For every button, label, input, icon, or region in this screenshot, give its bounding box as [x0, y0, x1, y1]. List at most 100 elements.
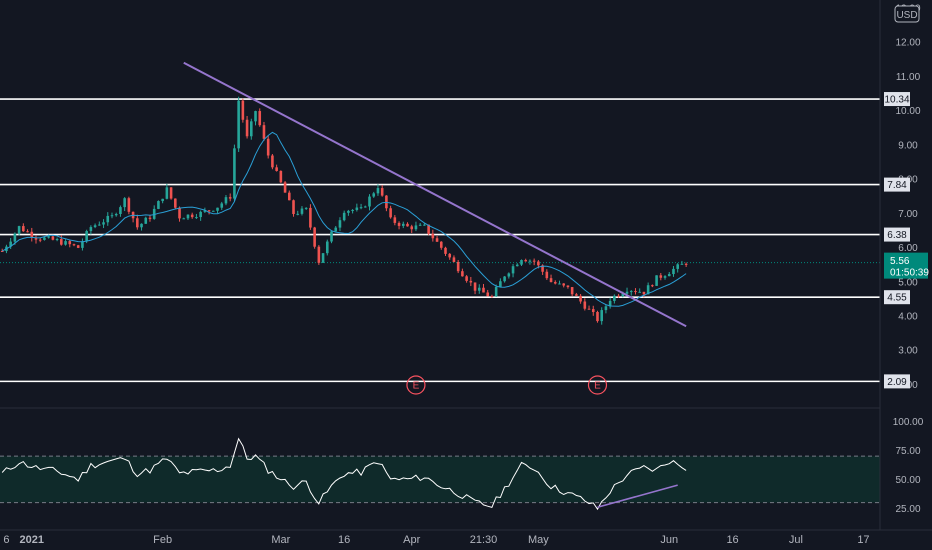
candle-body-64 — [271, 155, 274, 168]
candle-body-103 — [435, 238, 439, 242]
candle-body-96 — [406, 223, 409, 227]
candle-body-29 — [123, 198, 126, 208]
candle-body-69 — [292, 200, 295, 215]
candle-body-98 — [414, 225, 418, 230]
earnings-marker-0[interactable] — [406, 375, 426, 395]
price-tick-7: 9.00 — [898, 140, 918, 151]
candle-body-139 — [587, 308, 591, 310]
candle-body-25 — [106, 215, 110, 223]
candle-body-102 — [431, 233, 435, 239]
candle-body-99 — [418, 224, 422, 226]
candle-body-48 — [203, 210, 207, 212]
candle-body-78 — [330, 231, 333, 242]
candle-body-142 — [600, 310, 604, 322]
candle-body-59 — [250, 121, 253, 137]
candle-body-110 — [465, 276, 468, 281]
earnings-marker-label-0: E — [413, 381, 420, 392]
candle-body-46 — [195, 217, 198, 219]
time-tick-10: Jul — [789, 534, 803, 546]
candle-body-122 — [515, 264, 519, 267]
candle-body-22 — [93, 225, 97, 228]
trendline-line[interactable] — [183, 61, 687, 328]
candle-body-101 — [427, 224, 430, 234]
candle-body-49 — [207, 210, 211, 212]
candle-body-15 — [64, 241, 67, 245]
candle-body-16 — [68, 241, 72, 245]
candle-body-30 — [127, 198, 131, 212]
candle-body-67 — [283, 182, 287, 193]
candle-body-58 — [245, 119, 249, 137]
candle-body-134 — [566, 285, 570, 288]
candle-body-45 — [190, 214, 194, 218]
candle-body-57 — [241, 100, 245, 120]
candle-body-60 — [254, 111, 257, 122]
candle-body-125 — [528, 260, 532, 262]
candle-body-79 — [334, 227, 338, 232]
rsi-band-fill — [0, 456, 880, 503]
candle-body-131 — [553, 282, 557, 284]
candle-body-77 — [325, 241, 329, 254]
candle-body-73 — [309, 207, 312, 228]
level-tag-1 — [884, 177, 910, 192]
candle-body-153 — [646, 285, 650, 295]
time-axis[interactable]: 6 2021 Feb Mar 16 Apr 21:30 May Jun 16 Jul 17 — [0, 529, 932, 546]
earnings-marker-1[interactable] — [587, 375, 608, 395]
candle-body-51 — [216, 207, 219, 211]
time-tick-3: Mar — [271, 534, 290, 546]
candle-body-158 — [667, 274, 671, 277]
level-tag-2 — [884, 227, 910, 242]
horizontal-levels[interactable] — [0, 98, 880, 383]
candle-body-104 — [439, 241, 443, 248]
candles — [0, 96, 688, 325]
candle-body-137 — [579, 295, 582, 302]
candle-body-44 — [186, 214, 190, 219]
candle-body-147 — [621, 293, 625, 297]
candle-body-17 — [72, 244, 76, 246]
candle-body-152 — [642, 291, 646, 295]
candle-body-105 — [444, 247, 447, 254]
candle-body-43 — [182, 218, 186, 220]
candle-body-24 — [102, 222, 105, 225]
price-tick-8: 10.00 — [895, 106, 920, 117]
candle-body-118 — [499, 281, 502, 288]
candle-body-65 — [275, 167, 278, 171]
candle-body-72 — [304, 207, 308, 209]
ma-line — [1, 131, 687, 307]
trendline[interactable] — [183, 61, 687, 328]
candle-body-117 — [494, 287, 498, 297]
candle-body-113 — [477, 287, 481, 291]
candle-body-150 — [634, 291, 637, 293]
candle-body-62 — [262, 125, 266, 139]
level-tag-label-0: 10.34 — [884, 95, 909, 106]
candle-body-40 — [169, 187, 173, 199]
candle-body-8 — [34, 237, 38, 240]
candle-body-156 — [659, 275, 663, 278]
candle-body-149 — [629, 291, 633, 293]
candle-body-76 — [321, 253, 325, 263]
level-tag-0 — [884, 92, 910, 107]
candle-body-53 — [224, 197, 228, 204]
currency-badge-box[interactable] — [894, 5, 920, 23]
candle-body-162 — [684, 263, 688, 265]
candle-body-130 — [549, 278, 553, 283]
candle-body-7 — [30, 231, 34, 238]
price-tick-10: 12.00 — [895, 38, 920, 49]
candle-body-116 — [490, 296, 494, 298]
candle-body-63 — [266, 138, 270, 156]
candle-body-161 — [680, 263, 684, 265]
rsi-band — [0, 407, 880, 504]
candle-body-33 — [140, 223, 143, 228]
candle-body-133 — [562, 283, 566, 286]
candle-body-124 — [524, 260, 528, 262]
candle-body-90 — [380, 188, 384, 196]
candle-body-97 — [410, 226, 414, 230]
candle-body-145 — [613, 295, 616, 301]
candle-body-18 — [76, 245, 80, 248]
currency-badge[interactable]: USD — [894, 5, 920, 23]
moving-average — [1, 131, 687, 307]
candle-body-32 — [136, 218, 139, 228]
level-tag-4 — [884, 374, 910, 389]
countdown-label: 01:50:39 — [890, 268, 929, 279]
